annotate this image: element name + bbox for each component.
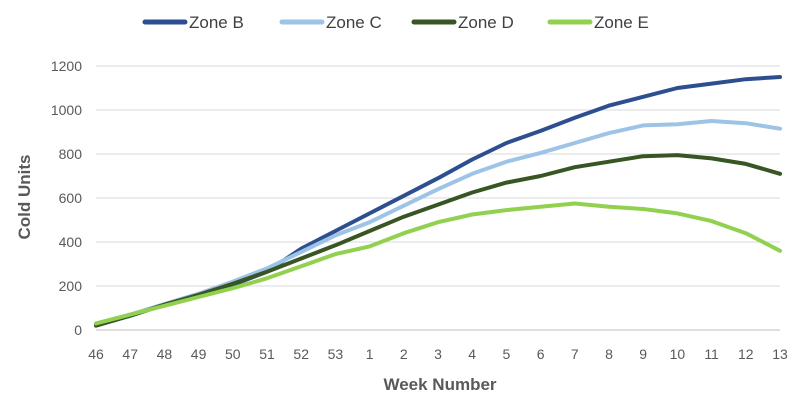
x-tick-label: 5 bbox=[503, 346, 511, 362]
legend-label: Zone E bbox=[594, 13, 649, 32]
series-line-zone-d bbox=[94, 153, 782, 328]
x-tick-label: 49 bbox=[191, 346, 207, 362]
x-tick-label: 53 bbox=[328, 346, 344, 362]
gridlines bbox=[96, 65, 780, 287]
y-tick-label: 0 bbox=[74, 322, 82, 338]
x-tick-label: 51 bbox=[259, 346, 275, 362]
y-tick-label: 1000 bbox=[51, 102, 82, 118]
x-tick-label: 9 bbox=[639, 346, 647, 362]
x-tick-label: 8 bbox=[605, 346, 613, 362]
x-tick-label: 10 bbox=[670, 346, 686, 362]
legend-label: Zone D bbox=[458, 13, 514, 32]
y-axis-title: Cold Units bbox=[15, 155, 34, 240]
y-tick-label: 1200 bbox=[51, 58, 82, 74]
x-tick-label: 46 bbox=[88, 346, 104, 362]
x-tick-label: 4 bbox=[468, 346, 476, 362]
legend-item-zone-b: Zone B bbox=[142, 13, 244, 32]
y-tick-label: 400 bbox=[59, 234, 83, 250]
x-tick-label: 52 bbox=[293, 346, 309, 362]
legend-label: Zone C bbox=[326, 13, 382, 32]
x-tick-label: 2 bbox=[400, 346, 408, 362]
x-tick-label: 7 bbox=[571, 346, 579, 362]
legend-item-zone-e: Zone E bbox=[547, 13, 649, 32]
legend-item-zone-d: Zone D bbox=[411, 13, 514, 32]
x-tick-label: 1 bbox=[366, 346, 374, 362]
y-tick-label: 600 bbox=[59, 190, 83, 206]
legend: Zone B Zone C Zone D Zone E bbox=[142, 13, 649, 32]
x-tick-label: 3 bbox=[434, 346, 442, 362]
y-tick-label: 200 bbox=[59, 278, 83, 294]
y-tick-label: 800 bbox=[59, 146, 83, 162]
x-tick-label: 13 bbox=[772, 346, 788, 362]
x-tick-label: 11 bbox=[704, 346, 719, 362]
x-tick-label: 6 bbox=[537, 346, 545, 362]
series-lines bbox=[94, 75, 782, 328]
x-tick-label: 50 bbox=[225, 346, 241, 362]
x-tick-label: 48 bbox=[157, 346, 173, 362]
x-axis-title: Week Number bbox=[383, 375, 496, 394]
series-line-zone-e bbox=[94, 201, 782, 326]
x-tick-label: 12 bbox=[738, 346, 754, 362]
legend-label: Zone B bbox=[189, 13, 244, 32]
legend-item-zone-c: Zone C bbox=[279, 13, 382, 32]
series-line-zone-b bbox=[94, 75, 782, 328]
x-tick-label: 47 bbox=[122, 346, 138, 362]
